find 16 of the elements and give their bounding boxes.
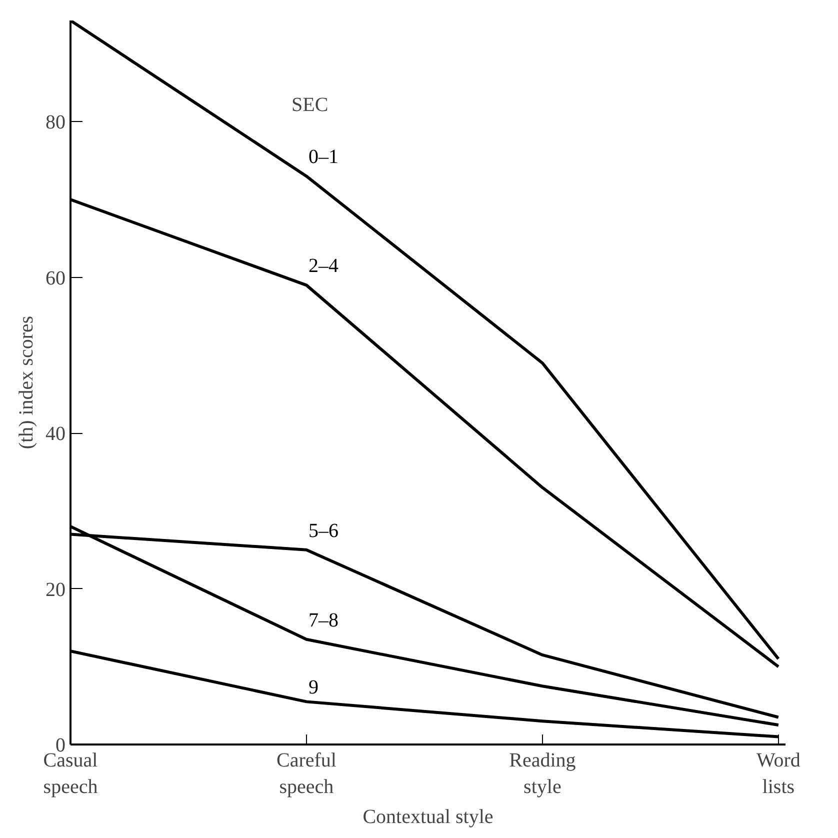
legend-title: SEC <box>291 94 328 116</box>
y-tick-label: 80 <box>46 112 66 134</box>
y-tick-label: 0 <box>56 734 66 756</box>
series-label: 0–1 <box>308 146 338 168</box>
series-label: 5–6 <box>308 520 338 542</box>
y-tick-label: 40 <box>46 423 66 446</box>
series-label: 7–8 <box>308 609 338 632</box>
x-axis-title: Contextual style <box>362 806 494 828</box>
x-tick-label: Word lists <box>756 750 800 798</box>
x-tick-label: Careful speech <box>276 750 337 798</box>
y-tick-label: 20 <box>46 578 66 601</box>
x-tick-label: Reading style <box>509 750 576 798</box>
y-axis-title: (th) index scores <box>16 316 38 450</box>
series-label: 2–4 <box>308 255 338 278</box>
series-label: 9 <box>308 676 318 699</box>
y-tick-label: 60 <box>46 267 66 290</box>
